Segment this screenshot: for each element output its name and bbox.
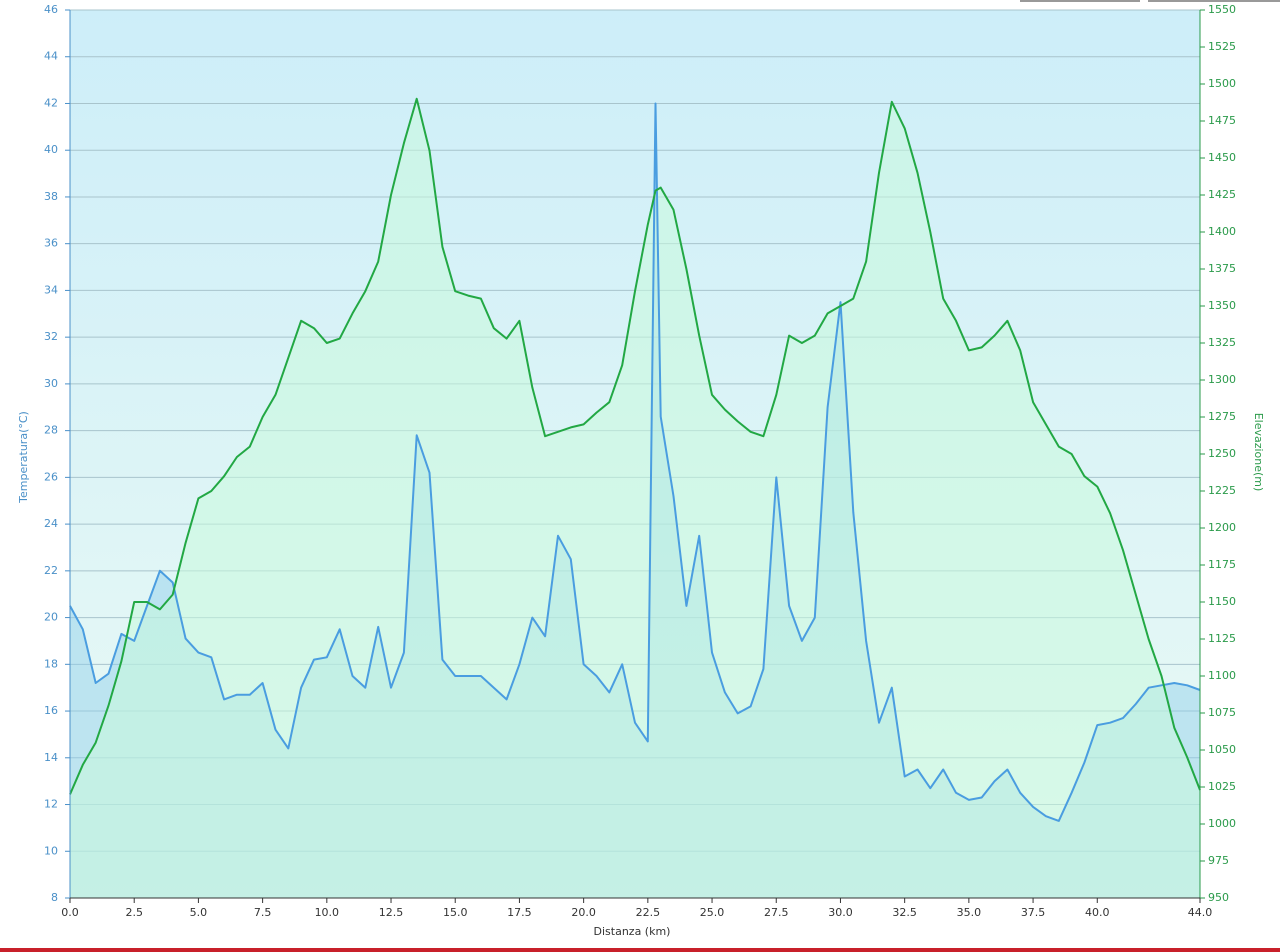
y-tick-label: 44 — [44, 50, 58, 63]
series-line — [69, 102, 1201, 822]
y2-tick-label: 1150 — [1208, 595, 1236, 608]
x-tick-label: 7.5 — [254, 906, 272, 919]
toolbar-button[interactable] — [1020, 0, 1140, 2]
x-tick-label: 5.0 — [190, 906, 208, 919]
y2-tick-label: 1225 — [1208, 484, 1236, 497]
y-tick-label: 20 — [44, 611, 58, 624]
y2-tick-label: 1250 — [1208, 447, 1236, 460]
y-tick-label: 22 — [44, 564, 58, 577]
x-tick-label: 12.5 — [379, 906, 404, 919]
y2-tick-label: 1075 — [1208, 706, 1236, 719]
x-tick-label: 25.0 — [700, 906, 725, 919]
series-line — [69, 97, 1201, 795]
y-tick-label: 32 — [44, 330, 58, 343]
y2-tick-label: 1300 — [1208, 373, 1236, 386]
y2-tick-label: 1475 — [1208, 114, 1236, 127]
y-tick-label: 30 — [44, 377, 58, 390]
x-tick-label: 40.0 — [1085, 906, 1110, 919]
y2-tick-label: 1025 — [1208, 780, 1236, 793]
y2-tick-label: 1100 — [1208, 669, 1236, 682]
y2-tick-label: 1525 — [1208, 40, 1236, 53]
y-tick-label: 12 — [44, 798, 58, 811]
x-tick-label: 27.5 — [764, 906, 789, 919]
x-tick-label: 20.0 — [571, 906, 596, 919]
x-axis-label: Distanza (km) — [594, 925, 671, 938]
y2-tick-label: 1050 — [1208, 743, 1236, 756]
x-tick-label: 15.0 — [443, 906, 468, 919]
y2-tick-label: 1125 — [1208, 632, 1236, 645]
y-tick-label: 18 — [44, 657, 58, 670]
y2-tick-label: 1325 — [1208, 336, 1236, 349]
y-tick-label: 14 — [44, 751, 58, 764]
y2-tick-label: 1400 — [1208, 225, 1236, 238]
toolbar-button[interactable] — [1148, 0, 1280, 2]
y2-tick-label: 1425 — [1208, 188, 1236, 201]
y2-tick-label: 1000 — [1208, 817, 1236, 830]
y-tick-label: 46 — [44, 3, 58, 16]
x-tick-label: 37.5 — [1021, 906, 1046, 919]
y2-tick-label: 1375 — [1208, 262, 1236, 275]
y-tick-label: 36 — [44, 237, 58, 250]
y-tick-label: 24 — [44, 517, 58, 530]
x-tick-label: 17.5 — [507, 906, 532, 919]
y2-tick-label: 975 — [1208, 854, 1229, 867]
y-tick-label: 38 — [44, 190, 58, 203]
y2-tick-label: 1275 — [1208, 410, 1236, 423]
x-tick-label: 44.0 — [1188, 906, 1213, 919]
y2-axis-label: Elevazione(m) — [1252, 413, 1265, 492]
y2-tick-label: 1450 — [1208, 151, 1236, 164]
y-tick-label: 10 — [44, 844, 58, 857]
y2-tick-label: 1350 — [1208, 299, 1236, 312]
y2-tick-label: 950 — [1208, 891, 1229, 904]
y2-tick-label: 1200 — [1208, 521, 1236, 534]
y-tick-label: 34 — [44, 283, 58, 296]
x-tick-label: 30.0 — [828, 906, 853, 919]
y-tick-label: 8 — [51, 891, 58, 904]
x-tick-label: 32.5 — [892, 906, 917, 919]
x-tick-label: 2.5 — [125, 906, 143, 919]
x-tick-label: 22.5 — [636, 906, 661, 919]
y-axis-label: Temperatura(°C) — [17, 411, 30, 504]
y-tick-label: 40 — [44, 143, 58, 156]
y2-tick-label: 1175 — [1208, 558, 1236, 571]
y-tick-label: 16 — [44, 704, 58, 717]
series-area — [70, 98, 1200, 899]
page-border — [0, 948, 1280, 952]
x-tick-label: 10.0 — [315, 906, 340, 919]
x-tick-label: 35.0 — [957, 906, 982, 919]
y2-tick-label: 1500 — [1208, 77, 1236, 90]
y2-tick-label: 1550 — [1208, 3, 1236, 16]
y-tick-label: 28 — [44, 424, 58, 437]
y-tick-label: 42 — [44, 96, 58, 109]
x-tick-label: 0.0 — [61, 906, 79, 919]
y-tick-label: 26 — [44, 470, 58, 483]
